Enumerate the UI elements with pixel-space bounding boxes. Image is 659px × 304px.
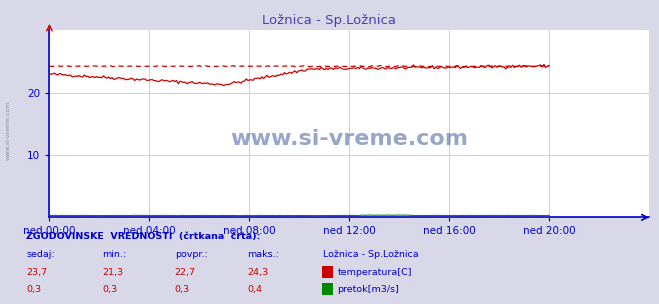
Text: temperatura[C]: temperatura[C]	[337, 268, 412, 277]
Text: 0,4: 0,4	[247, 285, 262, 295]
Text: Ložnica - Sp.Ložnica: Ložnica - Sp.Ložnica	[262, 14, 397, 27]
Text: min.:: min.:	[102, 250, 127, 259]
Text: 0,3: 0,3	[102, 285, 117, 295]
Text: pretok[m3/s]: pretok[m3/s]	[337, 285, 399, 295]
Text: 0,3: 0,3	[26, 285, 42, 295]
Text: sedaj:: sedaj:	[26, 250, 55, 259]
Text: 23,7: 23,7	[26, 268, 47, 277]
Text: povpr.:: povpr.:	[175, 250, 208, 259]
Text: 21,3: 21,3	[102, 268, 123, 277]
Text: maks.:: maks.:	[247, 250, 279, 259]
Text: www.si-vreme.com: www.si-vreme.com	[230, 129, 469, 149]
Text: Ložnica - Sp.Ložnica: Ložnica - Sp.Ložnica	[323, 250, 418, 259]
Text: 0,3: 0,3	[175, 285, 190, 295]
Text: www.si-vreme.com: www.si-vreme.com	[5, 101, 11, 161]
Text: 24,3: 24,3	[247, 268, 268, 277]
Text: 22,7: 22,7	[175, 268, 196, 277]
Text: ZGODOVINSKE  VREDNOSTI  (črtkana  črta):: ZGODOVINSKE VREDNOSTI (črtkana črta):	[26, 232, 261, 241]
